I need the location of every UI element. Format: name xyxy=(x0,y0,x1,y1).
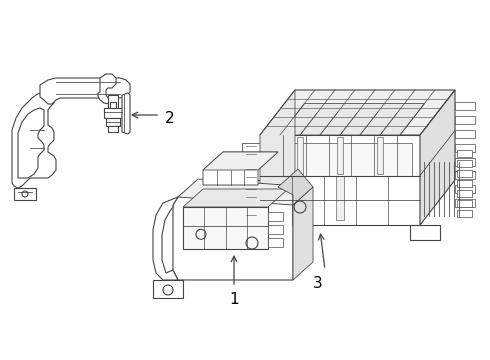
Polygon shape xyxy=(268,212,283,221)
Text: 2: 2 xyxy=(165,111,174,126)
Polygon shape xyxy=(336,176,344,220)
Polygon shape xyxy=(260,90,455,135)
Polygon shape xyxy=(268,143,412,176)
Polygon shape xyxy=(98,74,118,104)
Polygon shape xyxy=(457,200,472,207)
Polygon shape xyxy=(293,187,313,280)
Polygon shape xyxy=(377,137,383,174)
Polygon shape xyxy=(337,137,343,174)
Text: 1: 1 xyxy=(229,292,239,306)
Polygon shape xyxy=(108,95,118,108)
Text: 3: 3 xyxy=(313,275,323,291)
Polygon shape xyxy=(280,104,424,135)
Polygon shape xyxy=(457,180,472,187)
Polygon shape xyxy=(110,102,116,108)
Polygon shape xyxy=(203,152,278,185)
Polygon shape xyxy=(455,130,475,138)
Polygon shape xyxy=(457,170,472,177)
Polygon shape xyxy=(268,238,283,247)
Polygon shape xyxy=(455,171,475,179)
Polygon shape xyxy=(242,143,260,157)
Polygon shape xyxy=(153,280,183,298)
Polygon shape xyxy=(457,150,472,157)
Polygon shape xyxy=(420,90,455,225)
Polygon shape xyxy=(106,118,120,126)
Polygon shape xyxy=(297,137,303,174)
Polygon shape xyxy=(40,78,130,104)
Polygon shape xyxy=(455,199,475,207)
Polygon shape xyxy=(178,179,313,205)
Polygon shape xyxy=(457,210,472,217)
Polygon shape xyxy=(457,160,472,167)
Polygon shape xyxy=(242,186,260,200)
Polygon shape xyxy=(455,158,475,166)
Polygon shape xyxy=(14,188,36,200)
Polygon shape xyxy=(260,135,420,225)
Polygon shape xyxy=(455,116,475,124)
Polygon shape xyxy=(108,126,118,132)
Polygon shape xyxy=(12,92,56,188)
Polygon shape xyxy=(242,204,260,218)
Polygon shape xyxy=(278,169,313,205)
Polygon shape xyxy=(183,189,288,207)
Polygon shape xyxy=(455,144,475,152)
Polygon shape xyxy=(455,185,475,193)
Polygon shape xyxy=(268,225,283,234)
Polygon shape xyxy=(410,225,440,240)
Polygon shape xyxy=(238,225,278,250)
Polygon shape xyxy=(242,166,260,180)
Polygon shape xyxy=(183,207,268,249)
Polygon shape xyxy=(18,108,44,178)
Polygon shape xyxy=(457,190,472,197)
Polygon shape xyxy=(455,102,475,110)
Polygon shape xyxy=(104,108,122,118)
Polygon shape xyxy=(260,90,295,225)
Polygon shape xyxy=(122,93,130,134)
Polygon shape xyxy=(173,185,293,280)
Polygon shape xyxy=(153,197,178,280)
Polygon shape xyxy=(203,152,278,170)
